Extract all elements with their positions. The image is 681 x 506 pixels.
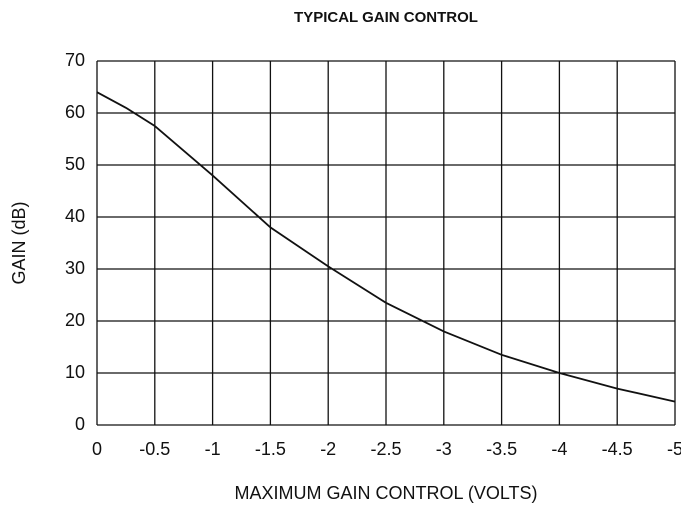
y-tick-label: 30 xyxy=(65,258,85,278)
x-axis-label: MAXIMUM GAIN CONTROL (VOLTS) xyxy=(234,483,537,503)
x-tick-label: -4 xyxy=(551,439,567,459)
y-tick-label: 0 xyxy=(75,414,85,434)
x-tick-label: -1.5 xyxy=(255,439,286,459)
y-tick-label: 50 xyxy=(65,154,85,174)
x-tick-label: -3 xyxy=(436,439,452,459)
x-tick-label: -3.5 xyxy=(486,439,517,459)
y-tick-label: 60 xyxy=(65,102,85,122)
y-axis-label: GAIN (dB) xyxy=(9,201,29,284)
x-tick-label: 0 xyxy=(92,439,102,459)
x-tick-label: -2 xyxy=(320,439,336,459)
y-tick-label: 10 xyxy=(65,362,85,382)
y-tick-label: 70 xyxy=(65,50,85,70)
x-tick-label: -4.5 xyxy=(602,439,633,459)
data-line xyxy=(96,91,676,403)
x-tick-label: -2.5 xyxy=(370,439,401,459)
x-tick-label: -0.5 xyxy=(139,439,170,459)
x-tick-label: -1 xyxy=(205,439,221,459)
chart-title: TYPICAL GAIN CONTROL xyxy=(294,9,478,26)
x-tick-label: -5 xyxy=(667,439,681,459)
y-tick-label: 20 xyxy=(65,310,85,330)
y-tick-label: 40 xyxy=(65,206,85,226)
